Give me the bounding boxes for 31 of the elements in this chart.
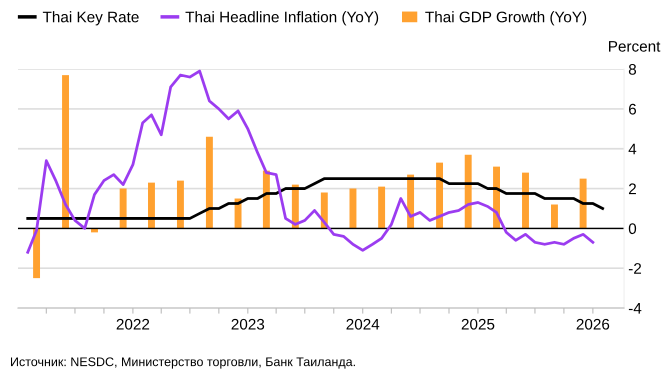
x-tick-label: 2024: [346, 318, 380, 330]
y-tick-label: 4: [628, 144, 636, 154]
legend-label: Thai GDP Growth (YoY): [425, 11, 586, 26]
x-tick-label: 2023: [232, 318, 264, 330]
y-tick-label: -2: [628, 263, 642, 274]
bar: [464, 154, 472, 228]
bar: [33, 228, 40, 278]
bar: [206, 136, 213, 228]
y-axis-title: Percent: [609, 41, 660, 52]
text: Источник: NESDC, Министерство торговли, Банк Таиланда.: [11, 357, 355, 369]
y-tick-label: -4: [628, 303, 642, 314]
x-tick-label: 2026: [576, 318, 610, 330]
bar: [551, 204, 558, 228]
legend-label: Thai Key Rate: [42, 11, 139, 26]
bar: [522, 172, 529, 228]
legend-label: Thai Headline Inflation (YoY): [186, 11, 378, 26]
bar: [378, 186, 386, 228]
line-series: [26, 177, 604, 220]
bar: [148, 182, 155, 228]
y-tick-label: 0: [628, 223, 636, 234]
x-tick-label: 2022: [116, 318, 150, 330]
y-tick-label: 2: [628, 183, 636, 194]
bar: [580, 178, 587, 228]
bar: [350, 188, 356, 228]
y-tick-label: 6: [628, 104, 636, 115]
y-tick-label: 8: [628, 64, 636, 75]
bar: [176, 180, 184, 228]
x-tick-label: 2025: [462, 318, 494, 330]
line-series: [26, 70, 594, 254]
bar: [120, 188, 127, 228]
bar: [62, 75, 69, 228]
